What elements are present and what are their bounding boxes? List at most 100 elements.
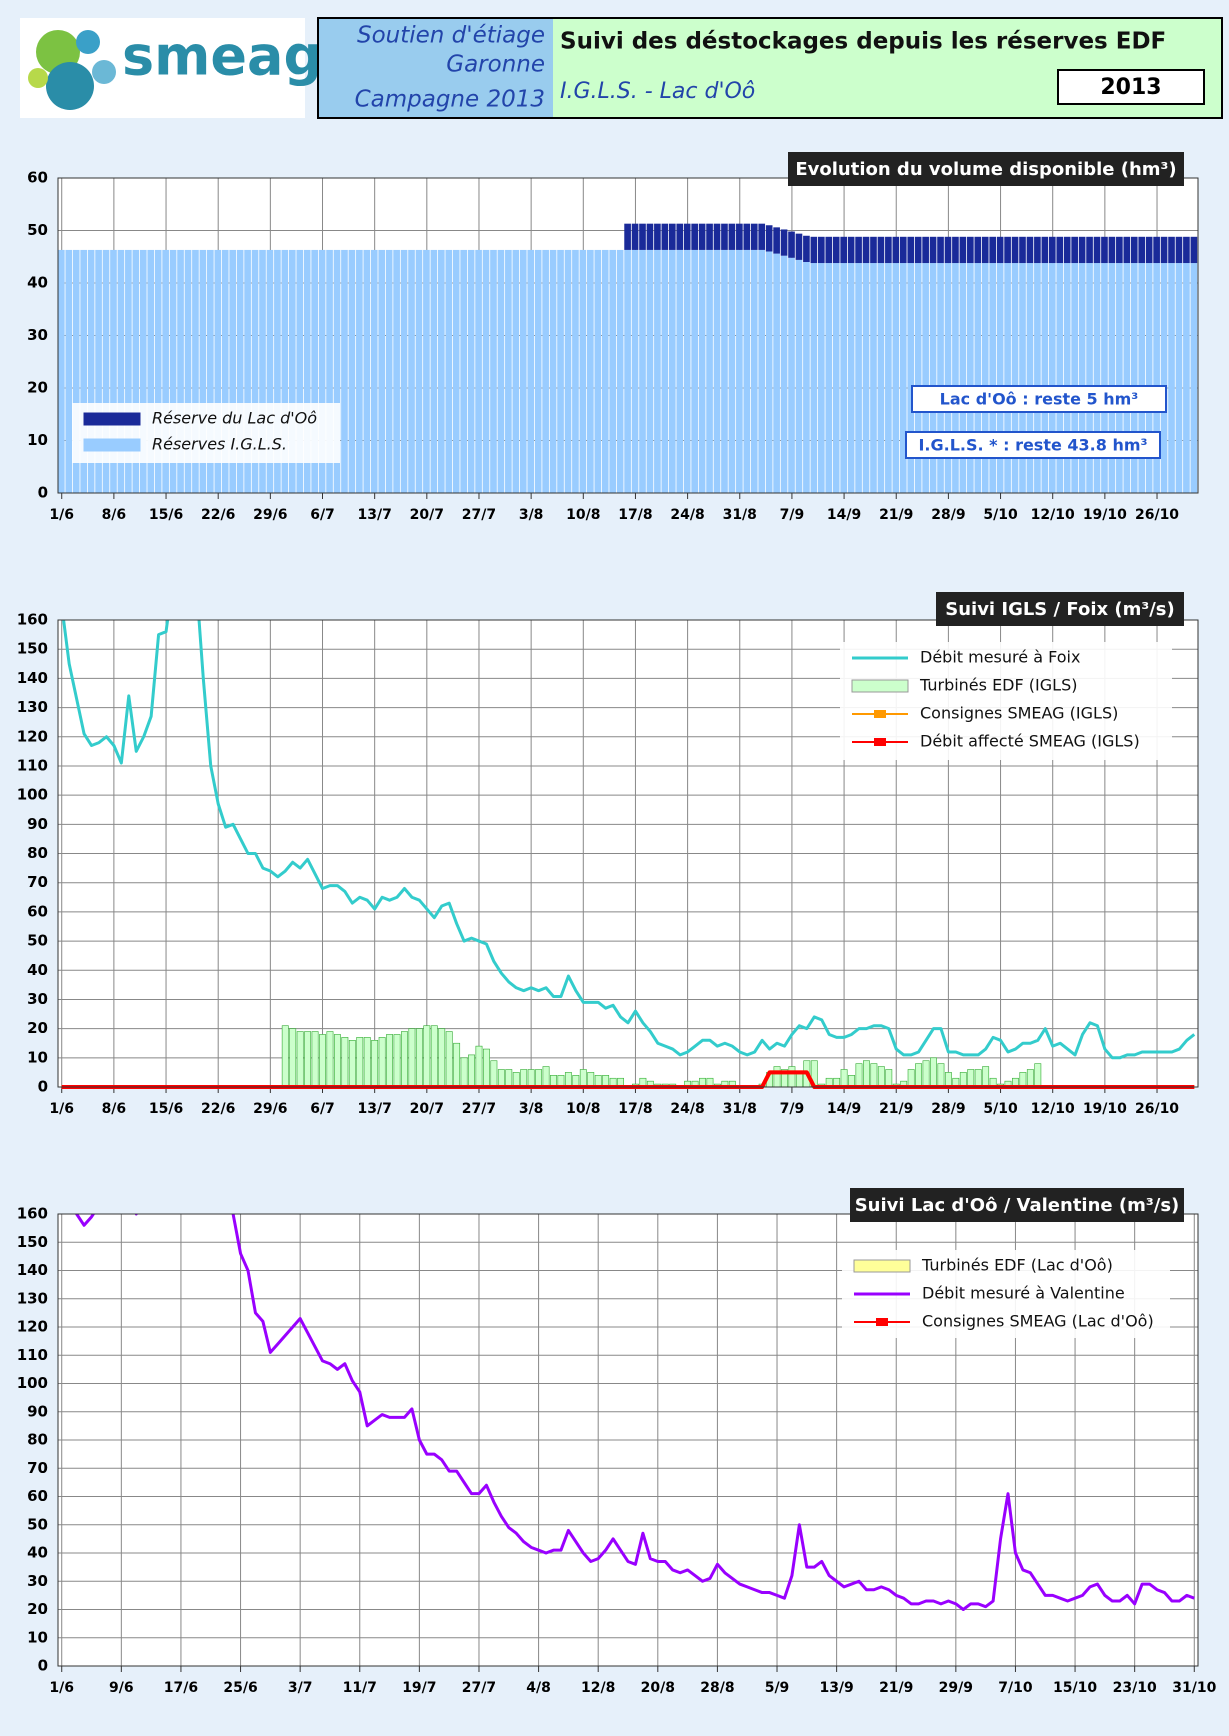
header-year: 2013 <box>1100 75 1161 100</box>
bar <box>691 223 698 250</box>
y-tick-label: 90 <box>27 815 48 833</box>
bar <box>147 249 155 493</box>
bar <box>549 249 557 493</box>
bar <box>624 249 631 493</box>
bar <box>668 223 676 250</box>
bar <box>1063 263 1071 493</box>
bar <box>460 249 468 493</box>
bar <box>795 259 803 493</box>
x-tick-label: 6/7 <box>310 507 335 523</box>
bar <box>765 251 773 493</box>
bar <box>594 249 602 493</box>
bar <box>1138 263 1146 493</box>
y-tick-label: 140 <box>17 669 48 687</box>
bar <box>452 249 460 493</box>
y-tick-label: 70 <box>27 873 48 891</box>
y-tick-label: 100 <box>17 1374 48 1392</box>
x-tick-label: 5/10 <box>983 507 1018 523</box>
x-tick-label: 8/6 <box>102 507 127 523</box>
y-tick-label: 140 <box>17 1261 48 1279</box>
bar <box>870 1063 878 1088</box>
x-tick-label: 22/6 <box>201 1101 235 1117</box>
y-tick-label: 80 <box>27 844 48 862</box>
x-tick-label: 21/9 <box>879 1101 913 1117</box>
bar <box>1041 263 1049 493</box>
bar <box>572 249 579 493</box>
bar <box>430 1025 438 1088</box>
bar <box>967 263 974 493</box>
bar <box>274 249 281 493</box>
chart-title: Suivi IGLS / Foix (m³/s) <box>945 599 1175 620</box>
bar <box>944 1072 952 1088</box>
bar <box>1048 263 1056 493</box>
x-tick-label: 31/8 <box>723 1101 757 1117</box>
bar <box>728 249 736 493</box>
bar <box>460 1057 468 1088</box>
header-box-text: Garonne <box>446 52 545 78</box>
y-tick-label: 60 <box>27 902 48 920</box>
y-tick-label: 160 <box>17 1205 48 1223</box>
y-tick-label: 120 <box>17 727 48 745</box>
x-tick-label: 1/6 <box>49 507 74 523</box>
bar <box>326 1031 334 1088</box>
bar <box>1101 263 1108 493</box>
bar <box>721 223 728 250</box>
bar <box>750 249 758 493</box>
bar <box>72 249 80 493</box>
y-tick-label: 90 <box>27 1402 48 1420</box>
bar <box>95 249 102 493</box>
bar <box>281 1025 289 1088</box>
bar <box>862 236 870 264</box>
bar <box>1101 236 1108 264</box>
y-tick-label: 40 <box>27 274 48 292</box>
bar <box>646 223 654 250</box>
bar <box>758 223 766 250</box>
bar <box>1019 1072 1027 1088</box>
bar <box>259 249 266 493</box>
bar <box>587 249 594 493</box>
chart-title-box <box>788 152 1184 186</box>
y-tick-label: 30 <box>27 326 48 344</box>
bar <box>80 249 88 493</box>
bar <box>214 249 222 493</box>
bar <box>899 236 907 264</box>
header-subtitle: I.G.L.S. - Lac d'Oô <box>560 79 755 104</box>
y-tick-label: 60 <box>27 1487 48 1505</box>
bar <box>333 1034 341 1088</box>
bar <box>333 249 341 493</box>
y-tick-label: 10 <box>27 1048 48 1066</box>
line <box>62 620 1196 1060</box>
bar <box>162 249 169 493</box>
chart-title-box <box>850 1188 1184 1222</box>
bar <box>728 223 736 250</box>
bar <box>818 236 825 264</box>
header-left-box <box>318 18 553 118</box>
header: Soutien d'étiage Garonne Campagne 2013 S… <box>317 17 1223 119</box>
bar <box>855 236 862 264</box>
bar <box>535 1069 543 1088</box>
chart-title-box <box>936 592 1184 626</box>
x-tick-label: 20/7 <box>410 1101 444 1117</box>
bar <box>311 249 318 493</box>
y-tick-label: 50 <box>27 221 48 239</box>
bar <box>1123 263 1131 493</box>
legend-label: Turbinés EDF (Lac d'Oô) <box>921 1256 1113 1275</box>
bar <box>490 1060 498 1088</box>
y-tick-label: 50 <box>27 1515 48 1533</box>
bar <box>378 1037 386 1088</box>
bar <box>430 249 438 493</box>
bar <box>1160 236 1168 264</box>
bar <box>236 249 244 493</box>
bar <box>929 236 937 264</box>
bar <box>974 263 982 493</box>
bar <box>1138 236 1146 264</box>
bar <box>713 249 721 493</box>
bar <box>527 249 535 493</box>
bar <box>542 249 549 493</box>
bar <box>58 249 65 493</box>
bar <box>438 1028 446 1088</box>
bar <box>1034 1063 1042 1088</box>
bar <box>870 263 877 493</box>
legend-label: Débit affecté SMEAG (IGLS) <box>920 732 1140 751</box>
x-tick-label: 3/8 <box>519 1101 544 1117</box>
